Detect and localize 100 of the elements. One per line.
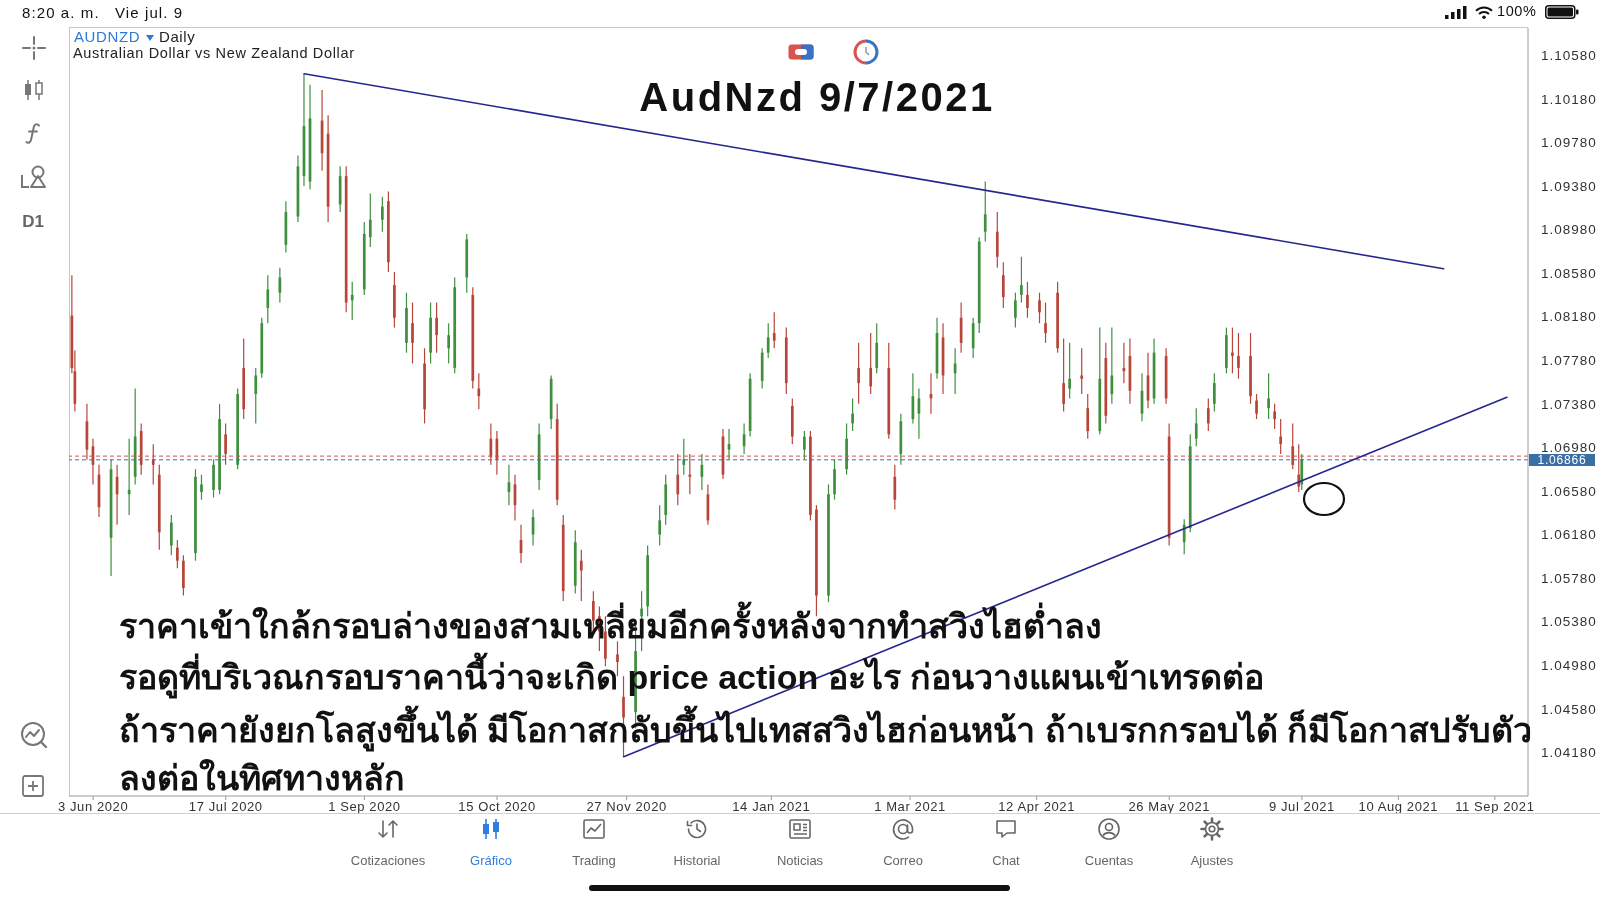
candlestick xyxy=(833,458,836,501)
candlestick xyxy=(176,539,179,569)
candlestick xyxy=(766,322,770,359)
candlestick xyxy=(1062,337,1065,413)
x-tick-label: 3 Jun 2020 xyxy=(57,799,129,815)
y-tick-label: 1.08980 xyxy=(1541,222,1597,238)
candlestick xyxy=(1255,393,1258,420)
candlestick xyxy=(1086,393,1090,440)
candlestick xyxy=(411,301,414,365)
x-tick-label: 9 Jul 2021 xyxy=(1268,799,1335,815)
x-tick-label: 17 Jul 2020 xyxy=(188,799,263,815)
text: Chat xyxy=(992,853,1020,869)
candlestick xyxy=(1212,372,1216,413)
candlestick xyxy=(477,372,481,410)
candlestick xyxy=(405,292,408,354)
candlestick xyxy=(368,192,372,248)
candlestick xyxy=(1267,372,1270,420)
candlestick xyxy=(224,422,227,466)
candlestick xyxy=(169,514,173,556)
candlestick xyxy=(1249,332,1252,405)
candlestick xyxy=(200,474,203,501)
y-tick-label: 1.04180 xyxy=(1541,745,1597,761)
candlestick xyxy=(869,332,873,395)
text: 8:20 a. m. xyxy=(22,4,100,22)
y-tick-label: 1.08580 xyxy=(1541,265,1597,281)
candlestick xyxy=(1014,292,1017,329)
text: Gráfico xyxy=(470,853,512,869)
y-tick-label: 1.05780 xyxy=(1541,570,1597,586)
candlestick xyxy=(676,453,680,506)
candlestick xyxy=(893,464,897,511)
candlestick xyxy=(1273,403,1276,430)
candlestick xyxy=(1279,418,1283,455)
ref-line-label: 1.06866 xyxy=(1529,452,1595,467)
candlestick xyxy=(1237,332,1240,380)
candlestick xyxy=(212,458,215,499)
y-tick-label: 1.04980 xyxy=(1541,658,1597,674)
text: 100% xyxy=(1497,3,1537,21)
x-tick-label: 10 Aug 2021 xyxy=(1358,799,1439,815)
candlestick xyxy=(658,504,662,547)
candlestick xyxy=(194,468,197,562)
y-tick-label: 1.07780 xyxy=(1541,353,1597,369)
candlestick xyxy=(1194,407,1198,447)
candlestick xyxy=(1206,397,1210,432)
y-tick-label: 1.06180 xyxy=(1541,527,1597,543)
candlestick xyxy=(254,367,258,425)
y-tick-label: 1.08180 xyxy=(1541,309,1597,325)
candlestick xyxy=(1026,281,1029,319)
x-tick-label: 11 Sep 2021 xyxy=(1455,799,1535,815)
candlestick xyxy=(1001,261,1005,309)
y-tick-label: 1.10180 xyxy=(1541,91,1597,107)
candlestick xyxy=(1231,326,1234,374)
x-tick-label: 26 May 2021 xyxy=(1128,799,1211,815)
y-tick-label: 1.09780 xyxy=(1541,135,1597,151)
candlestick xyxy=(435,301,438,354)
candlestick xyxy=(1291,422,1295,470)
text: Historial xyxy=(673,853,721,869)
candlestick xyxy=(1110,326,1114,405)
x-tick-label: 12 Apr 2021 xyxy=(998,799,1075,815)
text: Vie jul. 9 xyxy=(115,4,184,22)
x-tick-label: 1 Mar 2021 xyxy=(874,799,946,815)
x-tick-label: 14 Jan 2021 xyxy=(732,799,811,815)
text: Cotizaciones xyxy=(350,853,426,869)
candlestick xyxy=(350,281,354,321)
y-tick-label: 1.07380 xyxy=(1541,396,1597,412)
candlestick xyxy=(851,397,854,432)
text: Noticias xyxy=(776,853,824,869)
candlestick xyxy=(616,640,619,677)
candlestick xyxy=(983,181,987,243)
candlestick xyxy=(218,403,221,495)
y-tick-label: 1.05380 xyxy=(1541,614,1597,630)
candlestick xyxy=(151,443,155,486)
candlestick xyxy=(803,430,806,460)
annotation: Australian Dollar vs New Zealand Dollar xyxy=(73,45,355,63)
candlestick xyxy=(423,347,426,425)
candlestick xyxy=(1182,518,1186,555)
candlestick xyxy=(266,274,270,324)
y-tick-label: 1.04580 xyxy=(1541,701,1597,717)
text: D1 xyxy=(22,211,44,233)
candlestick xyxy=(857,342,860,405)
text: Trading xyxy=(572,853,616,869)
candlestick xyxy=(1038,292,1041,324)
text: Correo xyxy=(883,853,923,869)
candlestick xyxy=(682,438,686,476)
annotation: AUDNZD xyxy=(74,28,141,46)
candlestick xyxy=(1044,301,1047,344)
y-tick-label: 1.09380 xyxy=(1541,178,1597,194)
candlestick xyxy=(381,196,384,233)
candlestick xyxy=(579,549,583,602)
annotation: Daily xyxy=(159,28,196,46)
text: Ajustes xyxy=(1190,853,1234,869)
annotation: ลงต่อในทิศทางหลัก xyxy=(119,759,405,798)
candlestick xyxy=(429,301,432,365)
x-tick-label: 15 Oct 2020 xyxy=(458,799,536,815)
candlestick xyxy=(827,483,830,603)
candlestick xyxy=(447,322,451,365)
x-tick-label: 1 Sep 2020 xyxy=(328,799,401,815)
y-tick-label: 1.06580 xyxy=(1541,483,1597,499)
candlestick xyxy=(1020,256,1023,304)
candlestick xyxy=(772,311,776,349)
candlestick xyxy=(688,453,692,495)
